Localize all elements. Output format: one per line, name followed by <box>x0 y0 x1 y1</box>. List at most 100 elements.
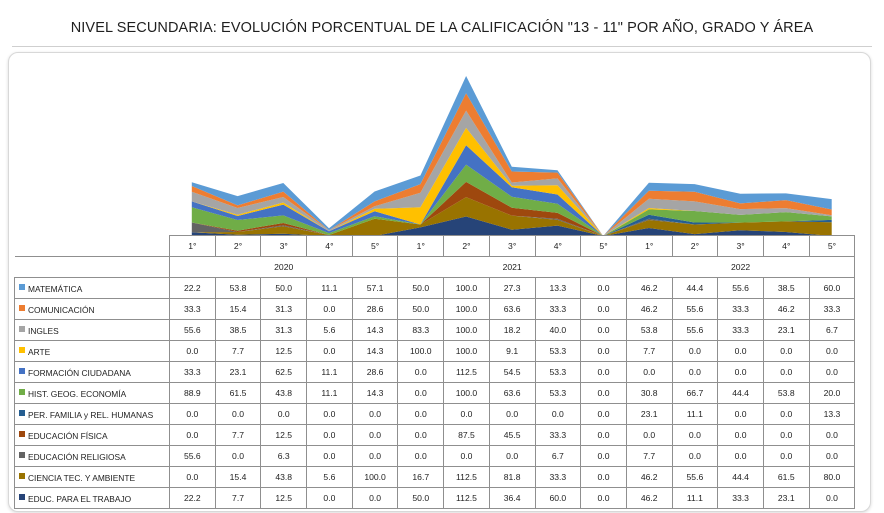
data-cell: 6.7 <box>808 319 856 341</box>
data-cell: 45.5 <box>488 424 536 446</box>
data-cell: 23.1 <box>762 319 810 341</box>
legend-swatch <box>19 305 25 312</box>
legend-swatch <box>19 452 25 459</box>
data-cell: 23.1 <box>762 487 810 509</box>
data-cell: 0.0 <box>671 445 719 467</box>
data-cell: 12.5 <box>260 340 308 362</box>
data-cell: 50.0 <box>397 277 445 299</box>
series-label: EDUC. PARA EL TRABAJO <box>28 493 132 504</box>
data-cell: 0.0 <box>580 403 627 425</box>
data-cell: 7.7 <box>214 424 262 446</box>
data-cell: 31.3 <box>260 298 308 320</box>
data-cell: 0.0 <box>169 466 216 488</box>
data-cell: 100.0 <box>351 466 399 488</box>
data-cell: 38.5 <box>214 319 262 341</box>
data-cell: 53.3 <box>534 361 582 383</box>
data-cell: 54.5 <box>488 361 536 383</box>
data-cell: 28.6 <box>351 361 399 383</box>
data-cell: 14.3 <box>351 382 399 404</box>
data-cell: 0.0 <box>580 319 627 341</box>
data-cell: 0.0 <box>169 424 216 446</box>
data-cell: 5.6 <box>306 466 353 488</box>
data-cell: 0.0 <box>306 340 353 362</box>
data-cell: 0.0 <box>717 340 764 362</box>
table-row: CIENCIA TEC. Y AMBIENTE 0.0 15.4 43.8 5.6 100… <box>14 466 856 488</box>
series-label: EDUCACIÓN RELIGIOSA <box>28 451 126 462</box>
data-cell: 30.8 <box>625 382 673 404</box>
table-row: PER. FAMILIA y REL. HUMANAS 0.0 0.0 0.0 0.0 0… <box>14 403 856 425</box>
data-cell: 55.6 <box>671 298 719 320</box>
data-cell: 53.8 <box>625 319 673 341</box>
data-cell: 7.7 <box>625 340 673 362</box>
data-cell: 20.0 <box>808 382 856 404</box>
year-tick-label: 2020 <box>168 256 399 278</box>
data-cell: 100.0 <box>397 340 445 362</box>
table-row: EDUCACIÓN FÍSICA 0.0 7.7 12.5 0.0 0.0 0.0 87.5 4… <box>14 424 856 446</box>
data-cell: 62.5 <box>260 361 308 383</box>
data-cell: 46.2 <box>625 487 673 509</box>
data-cell: 0.0 <box>808 445 856 467</box>
series-label: INGLES <box>28 325 59 336</box>
data-cell: 0.0 <box>580 466 627 488</box>
data-cell: 0.0 <box>808 487 856 509</box>
table-row: MATEMÁTICA 22.2 53.8 50.0 11.1 57.1 50.0 100.0 2… <box>14 277 856 299</box>
series-label: FORMACIÓN CIUDADANA <box>28 367 131 378</box>
data-cell: 0.0 <box>762 445 810 467</box>
data-cell: 23.1 <box>625 403 673 425</box>
data-table: 1° 2° 3° 4° 5° 1° 2° 3° 4° 5° 1° 2° 3° 4° 5° 2020 2021 20… <box>14 235 856 509</box>
data-cell: 87.5 <box>443 424 490 446</box>
grade-tick-label: 2° <box>671 235 719 257</box>
data-cell: 0.0 <box>580 361 627 383</box>
data-cell: 33.3 <box>534 466 582 488</box>
data-cell: 9.1 <box>488 340 536 362</box>
table-row: COMUNICACIÓN 33.3 15.4 31.3 0.0 28.6 50.0 100.0… <box>14 298 856 320</box>
series-legend-cell: ARTE <box>14 340 170 362</box>
grade-tick-label: 1° <box>397 235 445 257</box>
data-cell: 0.0 <box>351 445 399 467</box>
series-legend-cell: EDUC. PARA EL TRABAJO <box>14 487 170 509</box>
data-cell: 0.0 <box>625 361 673 383</box>
data-cell: 112.5 <box>443 487 490 509</box>
grade-tick-label: 4° <box>762 235 810 257</box>
data-cell: 14.3 <box>351 340 399 362</box>
data-cell: 63.6 <box>488 382 536 404</box>
legend-swatch <box>19 368 25 375</box>
data-cell: 11.1 <box>671 487 719 509</box>
data-cell: 100.0 <box>443 277 490 299</box>
data-cell: 0.0 <box>762 361 810 383</box>
legend-swatch <box>19 326 25 333</box>
legend-swatch <box>19 389 25 396</box>
grade-tick-label: 4° <box>306 235 353 257</box>
data-cell: 0.0 <box>808 340 856 362</box>
data-cell: 0.0 <box>488 445 536 467</box>
data-cell: 13.3 <box>534 277 582 299</box>
data-cell: 0.0 <box>671 424 719 446</box>
data-cell: 0.0 <box>717 361 764 383</box>
data-cell: 40.0 <box>534 319 582 341</box>
data-cell: 0.0 <box>169 340 216 362</box>
series-legend-cell: FORMACIÓN CIUDADANA <box>14 361 170 383</box>
series-legend-cell: EDUCACIÓN FÍSICA <box>14 424 170 446</box>
data-cell: 0.0 <box>397 445 445 467</box>
year-tick-label: 2021 <box>397 256 627 278</box>
data-cell: 6.3 <box>260 445 308 467</box>
data-cell: 55.6 <box>671 466 719 488</box>
data-cell: 100.0 <box>443 298 490 320</box>
table-row: FORMACIÓN CIUDADANA 33.3 23.1 62.5 11.1 28.6 0… <box>14 361 856 383</box>
data-cell: 81.8 <box>488 466 536 488</box>
data-cell: 22.2 <box>169 277 216 299</box>
data-cell: 33.3 <box>169 298 216 320</box>
data-cell: 0.0 <box>580 298 627 320</box>
data-cell: 50.0 <box>260 277 308 299</box>
data-cell: 55.6 <box>169 319 216 341</box>
grade-tick-label: 3° <box>488 235 536 257</box>
data-cell: 0.0 <box>488 403 536 425</box>
table-row: HIST. GEOG. ECONOMÍA 88.9 61.5 43.8 11.1 14.3… <box>14 382 856 404</box>
grade-tick-label: 2° <box>214 235 262 257</box>
data-cell: 0.0 <box>671 340 719 362</box>
grade-tick-label: 5° <box>580 235 627 257</box>
data-cell: 53.8 <box>214 277 262 299</box>
series-legend-cell: HIST. GEOG. ECONOMÍA <box>14 382 170 404</box>
grade-tick-label: 4° <box>534 235 582 257</box>
